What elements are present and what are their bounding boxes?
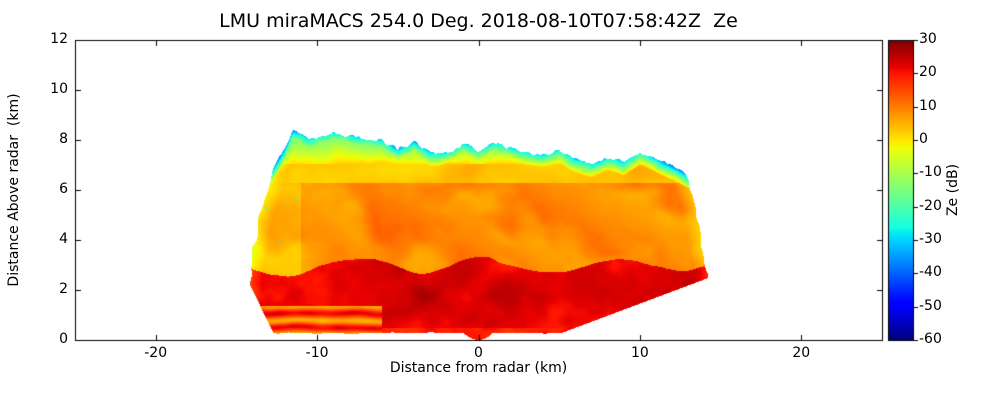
- colorbar-tick-label: 10: [919, 97, 937, 114]
- x-tick-label: -20: [144, 345, 168, 361]
- colorbar-tick-label: -30: [919, 231, 942, 247]
- plot-title: LMU miraMACS 254.0 Deg. 2018-08-10T07:58…: [219, 10, 738, 32]
- colorbar-tick-label: -60: [919, 331, 942, 347]
- colorbar-tick-label: 0: [919, 131, 928, 147]
- y-tick-label: 10: [50, 81, 68, 97]
- y-tick-label: 6: [59, 181, 68, 197]
- colorbar-tick-label: 30: [919, 31, 937, 47]
- y-tick-label: 12: [50, 31, 68, 47]
- x-tick-label: 0: [474, 345, 483, 361]
- y-tick-label: 2: [59, 281, 68, 297]
- colorbar-tick-label: -40: [919, 264, 942, 281]
- colorbar-tick-label: -20: [919, 197, 942, 214]
- colorbar-tick-label: -10: [919, 164, 942, 181]
- y-tick-label: 4: [59, 231, 68, 247]
- y-tick-label: 0: [59, 331, 68, 347]
- colorbar-tick-label: -50: [919, 297, 942, 314]
- x-tick-label: 10: [630, 345, 649, 361]
- x-tick-label: 20: [792, 345, 811, 361]
- x-tick-label: -10: [305, 345, 329, 361]
- y-tick-label: 8: [59, 131, 68, 147]
- colorbar-tick-label: 20: [919, 64, 937, 81]
- x-axis-label: Distance from radar (km): [389, 360, 568, 376]
